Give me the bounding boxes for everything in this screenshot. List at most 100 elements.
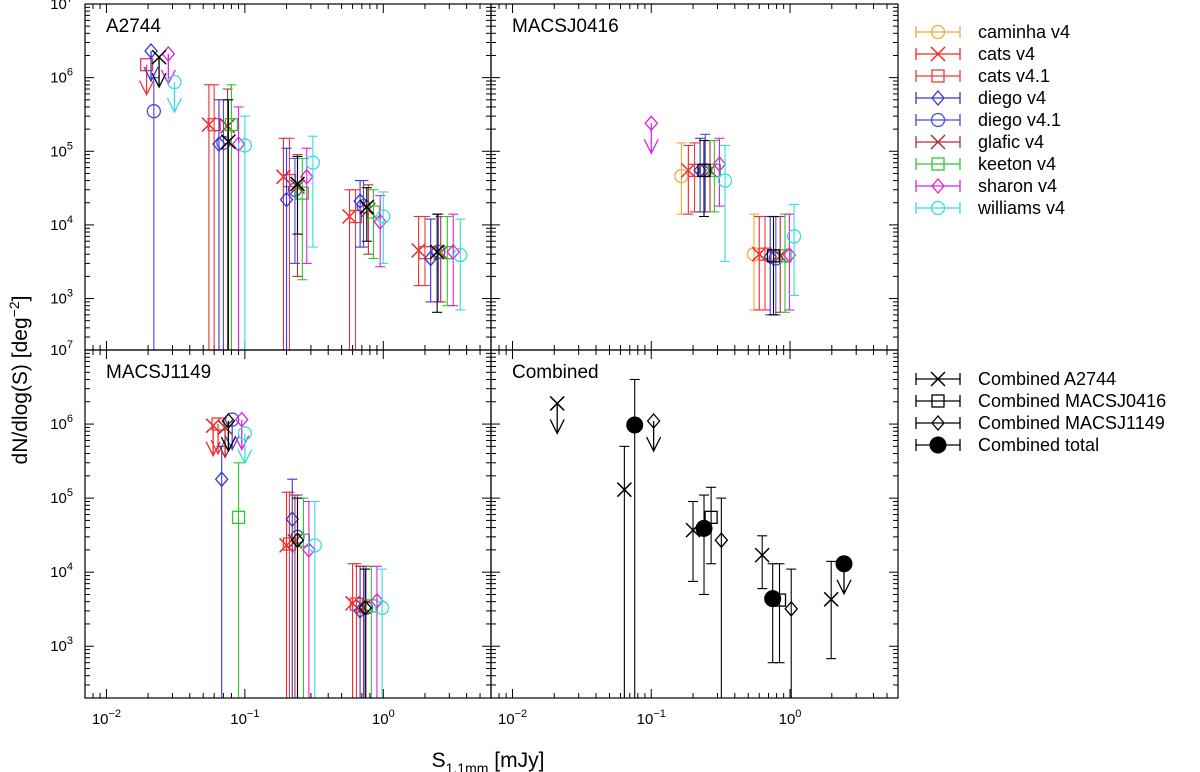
data-point-marker	[429, 244, 445, 260]
data-point-marker	[279, 191, 294, 208]
series-combined-a2744	[151, 49, 445, 350]
panel-frame	[84, 349, 492, 699]
legend-item-diego-v4-1: diego v4.1	[915, 110, 1061, 130]
legend-label: keeton v4	[978, 154, 1056, 174]
series-combined-a2744	[549, 395, 839, 698]
panel-title: A2744	[106, 16, 161, 37]
legend-item-cats-v4: cats v4	[915, 44, 1035, 64]
series-sharon-v4	[234, 411, 384, 698]
upper-limit-arrow	[646, 420, 662, 453]
legend-label: glafic v4	[978, 132, 1044, 152]
legend-item-williams-v4: williams v4	[915, 198, 1065, 218]
panel-a2744: 103 104 105 106 107 A2744	[50, 0, 492, 351]
x-tick-label: 10−1	[230, 708, 259, 728]
data-point-marker	[823, 591, 839, 607]
x-tick-label: 10−1	[637, 708, 666, 728]
data-point-marker	[220, 134, 236, 150]
y-tick-label: 105	[50, 140, 73, 160]
legend-item-keeton-v4: keeton v4	[915, 154, 1056, 174]
y-tick-label: 107	[50, 339, 73, 359]
legend-marker	[930, 200, 946, 216]
data-point-marker	[746, 247, 762, 262]
panel-frame	[490, 349, 899, 699]
legend-marker	[931, 178, 945, 194]
upper-limit-arrow	[210, 424, 226, 456]
panel-frame	[84, 3, 492, 351]
series-sharon-v4	[160, 45, 461, 350]
data-point-marker	[763, 248, 778, 265]
legend-marker	[931, 415, 945, 431]
legend-item-sharon-v4: sharon v4	[915, 176, 1057, 196]
data-point-marker	[717, 173, 733, 188]
upper-limit-arrow	[836, 563, 852, 596]
panel-combined: 10−2 10−1 100 Combined	[490, 349, 899, 728]
data-point-marker	[626, 416, 644, 434]
data-point-marker	[307, 538, 322, 553]
series-williams-v4	[237, 426, 390, 698]
series-diego-v4-1	[224, 412, 374, 698]
legend-item-combined-total: Combined total	[915, 435, 1099, 455]
series-keeton-v4	[707, 139, 792, 313]
series-glafic-v4	[220, 88, 449, 350]
data-point-marker	[697, 163, 711, 178]
legend-label: sharon v4	[978, 176, 1057, 196]
legend-item-combined-a2744: Combined A2744	[915, 369, 1116, 389]
data-point-marker	[146, 104, 161, 119]
panel-title: MACSJ1149	[106, 362, 211, 383]
x-axis-label-subscript: 1.1mm	[446, 760, 489, 772]
y-tick-label: 105	[50, 487, 73, 507]
y-tick-label: 106	[50, 413, 73, 433]
data-point-marker	[214, 471, 229, 488]
upper-limit-arrow	[237, 433, 253, 465]
series-sharon-v4	[643, 115, 797, 311]
legend-item-cats-v4-1: cats v4.1	[915, 66, 1050, 86]
upper-limit-arrow	[143, 50, 159, 83]
data-point-marker	[289, 176, 306, 192]
upper-limit-arrow	[549, 403, 565, 435]
series-glafic-v4	[217, 419, 372, 698]
legend-marker	[930, 46, 946, 62]
legend-marker	[930, 112, 946, 128]
legend-marker	[931, 394, 945, 408]
data-point-marker	[782, 247, 797, 264]
legend-marker	[929, 436, 947, 454]
data-point-marker	[231, 136, 246, 153]
data-point-marker	[299, 168, 314, 185]
data-point-marker	[784, 600, 799, 617]
legend-label: Combined total	[978, 435, 1099, 455]
data-point-marker	[231, 510, 246, 524]
y-tick-label: 107	[50, 0, 73, 13]
legend-label: cats v4	[978, 44, 1035, 64]
legend-item-caminha-v4: caminha v4	[915, 22, 1070, 42]
legend-label: Combined A2744	[978, 369, 1116, 389]
data-point-marker	[714, 532, 729, 549]
x-tick-label: 10−2	[92, 708, 121, 728]
legend-marker	[930, 371, 946, 387]
y-tick-label: 103	[50, 635, 73, 655]
data-point-marker	[704, 510, 718, 524]
legend-label: diego v4	[978, 88, 1046, 108]
data-point-marker	[305, 155, 321, 170]
legend-marker	[931, 90, 945, 106]
series-williams-v4	[717, 144, 802, 297]
data-point-marker	[766, 249, 781, 263]
data-point-marker	[295, 186, 309, 200]
x-tick-label: 10−2	[498, 708, 527, 728]
upper-limit-arrow	[220, 420, 236, 453]
x-tick-label: 100	[372, 708, 395, 728]
series-williams-v4	[166, 74, 468, 350]
data-point-marker	[353, 602, 367, 619]
data-point-marker	[285, 511, 300, 528]
y-axis-label: dN/dlog(S) [deg−2]	[6, 296, 32, 465]
data-point-marker	[695, 519, 713, 537]
legend-marker	[930, 24, 946, 40]
y-tick-label: 106	[50, 67, 73, 87]
y-axis-label-exponent: −2	[6, 301, 22, 317]
data-point-marker	[201, 117, 217, 133]
series-caminha-v4	[674, 142, 762, 311]
data-point-marker	[373, 213, 388, 230]
data-point-marker	[224, 117, 239, 132]
series-diego-v4	[214, 445, 367, 698]
series-diego-v4-1	[146, 77, 446, 350]
